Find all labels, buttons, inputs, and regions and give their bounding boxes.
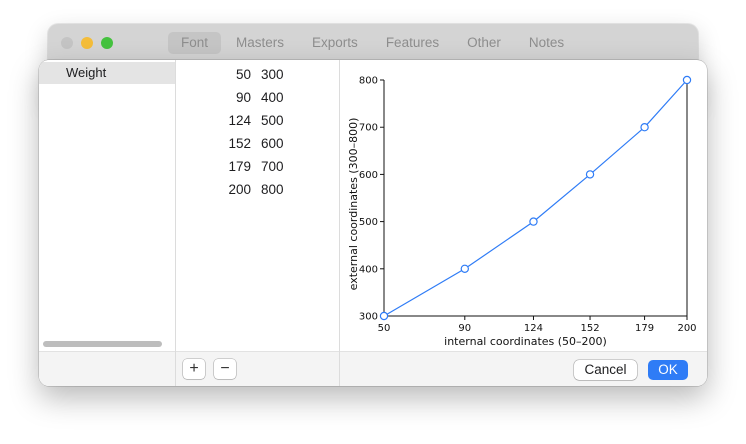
y-tick-label: 800 [359, 76, 378, 87]
axis-mapping-sheet: Weight 50 300 90 400 124 500 152 600 179… [39, 60, 707, 386]
mapping-row[interactable]: 90 400 [176, 88, 339, 108]
axes-list: Weight [39, 60, 176, 386]
dialog-footer: Cancel OK [340, 351, 707, 386]
mapping-footer: + − [176, 351, 339, 386]
cancel-button[interactable]: Cancel [574, 360, 637, 380]
external-value[interactable]: 700 [261, 159, 284, 174]
data-point [379, 311, 389, 321]
data-point [585, 170, 595, 179]
internal-value[interactable]: 90 [235, 90, 251, 105]
remove-mapping-button[interactable]: − [214, 359, 236, 379]
external-value[interactable]: 300 [261, 67, 284, 82]
x-tick-label: 90 [458, 323, 471, 334]
y-tick-label: 400 [359, 264, 378, 275]
chart-points [379, 75, 692, 321]
toolbar-tabs: Font Masters Exports Features Other Note… [168, 32, 579, 54]
series-line [383, 79, 688, 317]
x-axis-label: internal coordinates (50–200) [444, 335, 607, 348]
y-tick-label: 300 [359, 312, 378, 323]
mapping-row[interactable]: 152 600 [176, 134, 339, 154]
data-point [682, 75, 692, 85]
add-mapping-button[interactable]: + [183, 359, 205, 379]
internal-value[interactable]: 124 [228, 113, 251, 128]
axis-item-weight[interactable]: Weight [39, 62, 175, 84]
external-value[interactable]: 500 [261, 113, 284, 128]
tab-features[interactable]: Features [385, 35, 440, 50]
external-value[interactable]: 400 [261, 90, 284, 105]
tab-exports[interactable]: Exports [312, 35, 358, 50]
chart-ticks: 50 90 124 152 179 200 300 400 500 600 700 800 [359, 76, 697, 335]
axis-item-label: Weight [66, 65, 107, 80]
x-tick-label: 50 [378, 323, 391, 334]
data-point [640, 122, 649, 132]
x-tick-label: 152 [580, 323, 599, 334]
minimize-window-icon[interactable] [81, 37, 93, 49]
y-axis-label: external coordinates (300–800) [347, 118, 360, 291]
mapping-row[interactable]: 50 300 [176, 65, 339, 85]
data-point [460, 264, 470, 273]
tab-font[interactable]: Font [168, 32, 222, 54]
mapping-row[interactable]: 124 500 [176, 111, 339, 131]
tab-other[interactable]: Other [467, 35, 501, 50]
y-tick-label: 500 [359, 217, 378, 228]
external-value[interactable]: 800 [261, 182, 284, 197]
mapping-row[interactable]: 200 800 [176, 180, 339, 200]
mapping-table: 50 300 90 400 124 500 152 600 179 700 20… [176, 60, 340, 386]
internal-value[interactable]: 50 [235, 67, 251, 82]
x-tick-label: 200 [677, 323, 696, 334]
internal-value[interactable]: 152 [228, 136, 251, 151]
ok-button[interactable]: OK [648, 360, 688, 380]
x-tick-label: 124 [524, 323, 543, 334]
mapping-chart: 50 90 124 152 179 200 300 400 500 600 700 800 inter… [347, 75, 697, 349]
axes-list-footer [39, 351, 175, 386]
mapping-row[interactable]: 179 700 [176, 157, 339, 177]
tab-notes[interactable]: Notes [528, 35, 565, 50]
internal-value[interactable]: 179 [228, 159, 251, 174]
close-window-icon[interactable] [61, 37, 73, 49]
y-tick-label: 700 [359, 123, 378, 134]
internal-value[interactable]: 200 [228, 182, 251, 197]
chart-axes [383, 80, 688, 317]
data-point [529, 217, 538, 226]
y-tick-label: 600 [359, 170, 378, 181]
external-value[interactable]: 600 [261, 136, 284, 151]
tab-masters[interactable]: Masters [236, 35, 285, 50]
x-tick-label: 179 [635, 323, 654, 334]
scrollbar-thumb[interactable] [43, 341, 162, 347]
zoom-window-icon[interactable] [101, 37, 113, 49]
mapping-chart-pane: 50 90 124 152 179 200 300 400 500 600 700 800 inter… [340, 60, 707, 386]
